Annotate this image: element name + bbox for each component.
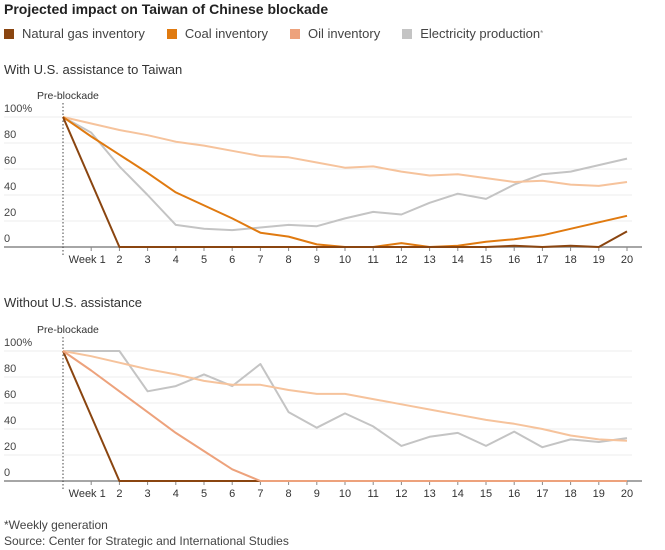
- legend-swatch: [402, 28, 413, 39]
- series-line-electricity-production: [62, 116, 628, 232]
- x-tick-label: 9: [314, 254, 320, 266]
- x-tick-label: 16: [508, 488, 520, 500]
- x-tick-label: 15: [480, 488, 492, 500]
- footnote-mark: *: [540, 29, 544, 38]
- x-tick-label: 7: [257, 254, 263, 266]
- legend: Natural gas inventory Coal inventory Oil…: [4, 26, 565, 41]
- y-tick-label: 100%: [4, 337, 32, 349]
- x-tick-label: 10: [339, 488, 351, 500]
- panel-title-without-assistance: Without U.S. assistance: [4, 295, 142, 310]
- pre-blockade-label: Pre-blockade: [37, 324, 99, 336]
- x-tick-label: 3: [145, 254, 151, 266]
- x-tick-label: 11: [367, 254, 378, 266]
- x-tick-label: 5: [201, 488, 207, 500]
- y-tick-label: 20: [4, 441, 16, 453]
- x-tick-label: 6: [229, 488, 235, 500]
- x-tick-label: 14: [452, 254, 464, 266]
- y-tick-label: 0: [4, 467, 10, 479]
- legend-item-oil: Oil inventory: [289, 26, 381, 41]
- x-tick-label: 4: [173, 488, 179, 500]
- y-tick-label: 40: [4, 415, 16, 427]
- x-tick-label: 7: [257, 488, 263, 500]
- legend-item-electricity: Electricity production *: [402, 26, 543, 41]
- x-tick-label: 3: [145, 488, 151, 500]
- pre-blockade-label: Pre-blockade: [37, 90, 99, 102]
- x-tick-label: 14: [452, 488, 464, 500]
- x-tick-label: 17: [536, 254, 548, 266]
- x-tick-label: 19: [593, 488, 605, 500]
- legend-item-coal: Coal inventory: [166, 26, 268, 41]
- x-tick-label: 6: [229, 254, 235, 266]
- footnote: *Weekly generation: [4, 518, 108, 532]
- legend-swatch: [166, 28, 177, 39]
- y-tick-label: 40: [4, 181, 16, 193]
- x-tick-label: 20: [621, 488, 633, 500]
- y-tick-label: 60: [4, 389, 16, 401]
- x-tick-label: 18: [564, 254, 576, 266]
- series-line-unlabeled: [62, 350, 628, 442]
- x-tick-label: 13: [423, 488, 435, 500]
- y-tick-label: 20: [4, 207, 16, 219]
- x-tick-label: 2: [116, 254, 122, 266]
- x-tick-label: Week 1: [69, 254, 106, 266]
- legend-item-natural-gas: Natural gas inventory: [4, 26, 145, 41]
- x-tick-label: 8: [286, 488, 292, 500]
- x-tick-label: Week 1: [69, 488, 106, 500]
- x-tick-label: 19: [593, 254, 605, 266]
- source: Source: Center for Strategic and Interna…: [4, 534, 289, 548]
- chart-without-assistance: 100% 80 60 40 20 0 Pre-blockade Week 1 2 3 4 5 6 7 8 9 1…: [4, 324, 642, 500]
- x-tick-label: 12: [395, 488, 407, 500]
- y-tick-label: 80: [4, 129, 16, 141]
- x-tick-label: 2: [116, 488, 122, 500]
- legend-swatch: [289, 28, 300, 39]
- y-tick-label: 60: [4, 155, 16, 167]
- x-tick-label: 17: [536, 488, 548, 500]
- x-tick-label: 13: [423, 254, 435, 266]
- y-tick-label: 0: [4, 233, 10, 245]
- panel-title-with-assistance: With U.S. assistance to Taiwan: [4, 62, 183, 77]
- x-tick-label: 8: [286, 254, 292, 266]
- x-tick-label: 9: [314, 488, 320, 500]
- series-line-coal-inventory: [62, 116, 628, 248]
- series-line-oil-inventory: [62, 350, 627, 482]
- chart-title: Projected impact on Taiwan of Chinese bl…: [4, 1, 329, 17]
- legend-label: Coal inventory: [184, 26, 268, 41]
- x-tick-label: 10: [339, 254, 351, 266]
- y-tick-label: 80: [4, 363, 16, 375]
- legend-label: Electricity production: [420, 26, 541, 41]
- series-line-electricity-production: [63, 350, 628, 449]
- series-line-natural-gas-inventory: [62, 116, 628, 248]
- legend-label: Natural gas inventory: [22, 26, 145, 41]
- x-tick-label: 15: [480, 254, 492, 266]
- x-tick-label: 16: [508, 254, 520, 266]
- x-tick-label: 11: [367, 488, 378, 500]
- x-tick-label: 18: [564, 488, 576, 500]
- x-tick-label: 4: [173, 254, 179, 266]
- legend-label: Oil inventory: [307, 26, 381, 41]
- x-tick-label: 5: [201, 254, 207, 266]
- series-line-natural-gas-inventory: [62, 350, 627, 482]
- x-tick-label: 12: [395, 254, 407, 266]
- legend-swatch: [4, 28, 14, 39]
- x-tick-label: 20: [621, 254, 633, 266]
- y-tick-label: 100%: [4, 103, 32, 115]
- series-line-unlabeled: [62, 116, 628, 187]
- chart-with-assistance: 100% 80 60 40 20 0 Pre-blockade Week 1 2 3 4 5 6 7 8 9 1…: [4, 90, 642, 266]
